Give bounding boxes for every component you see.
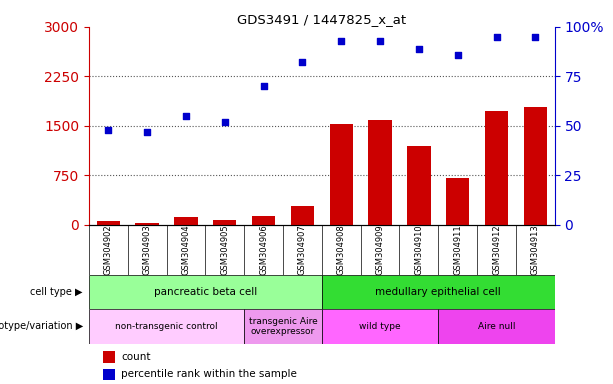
Point	[492, 34, 501, 40]
Text: percentile rank within the sample: percentile rank within the sample	[121, 369, 297, 379]
Bar	[89, 309, 244, 344]
Bar	[438, 309, 555, 344]
Text: medullary epithelial cell: medullary epithelial cell	[375, 287, 501, 297]
Bar	[322, 275, 555, 309]
Text: GSM304909: GSM304909	[376, 224, 384, 275]
Text: GSM304904: GSM304904	[181, 224, 191, 275]
Text: GSM304902: GSM304902	[104, 224, 113, 275]
Bar	[103, 369, 115, 380]
Point	[104, 127, 113, 133]
Point	[375, 38, 385, 44]
Title: GDS3491 / 1447825_x_at: GDS3491 / 1447825_x_at	[237, 13, 406, 26]
Bar	[446, 178, 470, 225]
Point	[259, 83, 268, 89]
Bar	[97, 221, 120, 225]
Bar	[368, 121, 392, 225]
Text: GSM304908: GSM304908	[337, 224, 346, 275]
Point	[414, 46, 424, 52]
Bar	[174, 217, 197, 225]
Point	[220, 119, 230, 125]
Text: transgenic Aire
overexpressor: transgenic Aire overexpressor	[249, 317, 318, 336]
Text: GSM304905: GSM304905	[220, 224, 229, 275]
Point	[530, 34, 540, 40]
Bar	[407, 146, 430, 225]
Bar	[103, 351, 115, 363]
Text: GSM304913: GSM304913	[531, 224, 540, 275]
Bar	[322, 309, 438, 344]
Text: GSM304912: GSM304912	[492, 224, 501, 275]
Bar	[244, 309, 322, 344]
Point	[453, 51, 463, 58]
Point	[142, 129, 152, 135]
Text: GSM304906: GSM304906	[259, 224, 268, 275]
Bar	[291, 206, 314, 225]
Text: wild type: wild type	[359, 322, 401, 331]
Bar	[135, 223, 159, 225]
Point	[181, 113, 191, 119]
Text: pancreatic beta cell: pancreatic beta cell	[154, 287, 257, 297]
Text: Aire null: Aire null	[478, 322, 516, 331]
Bar	[252, 216, 275, 225]
Point	[297, 60, 307, 66]
Text: GSM304910: GSM304910	[414, 224, 424, 275]
Text: GSM304907: GSM304907	[298, 224, 307, 275]
Bar	[524, 107, 547, 225]
Text: GSM304903: GSM304903	[143, 224, 151, 275]
Bar	[330, 124, 353, 225]
Text: cell type ▶: cell type ▶	[30, 287, 83, 297]
Text: non-transgenic control: non-transgenic control	[115, 322, 218, 331]
Point	[337, 38, 346, 44]
Bar	[485, 111, 508, 225]
Text: count: count	[121, 352, 151, 362]
Text: GSM304911: GSM304911	[453, 224, 462, 275]
Bar	[89, 275, 322, 309]
Text: genotype/variation ▶: genotype/variation ▶	[0, 321, 83, 331]
Bar	[213, 220, 237, 225]
